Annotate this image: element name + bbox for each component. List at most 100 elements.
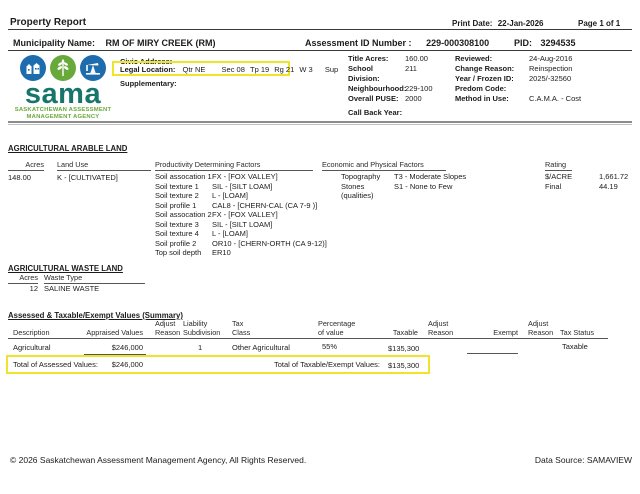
waste-type-value: SALINE WASTE: [44, 284, 100, 293]
col-adjust3-line2: Reason: [528, 327, 554, 337]
section-divider-bar: [8, 121, 632, 125]
productivity-header: Productivity Determining Factors: [155, 160, 313, 171]
property-info-left: Title Acres: 160.00 School Division: 211…: [348, 54, 433, 104]
waste-land-heading: AGRICULTURAL WASTE LAND: [8, 264, 123, 273]
title-acres-value: 160.00: [405, 54, 428, 63]
appraised-subtotal-rule: [84, 354, 146, 355]
overall-puse-value: 2000: [405, 94, 422, 103]
arable-landuse-value: K - [CULTIVATED]: [57, 173, 118, 182]
col-appraised: Appraised Values: [86, 328, 143, 337]
property-info-right: Reviewed: 24-Aug-2016 Change Reason: Rei…: [455, 54, 581, 104]
summary-row-taxclass: Other Agricultural: [232, 343, 290, 352]
arable-acres-text: 148.00: [8, 173, 31, 182]
col-percentage: Percentage of value: [318, 319, 356, 337]
productivity-value: OR10 - [CHERN-ORTH (CA 9-12)]: [212, 238, 327, 248]
total-assessed-label: Total of Assessed Values:: [13, 360, 98, 369]
col-tax-status: Tax Status: [560, 328, 595, 337]
sama-tagline-1: SASKATCHEWAN ASSESSMENT: [14, 107, 112, 113]
productivity-label: Top soil depth: [155, 248, 202, 257]
summary-heading: Assessed & Taxable/Exempt Values (Summar…: [8, 311, 183, 320]
productivity-table: Soil assocation 1 FX - [FOX VALLEY] Soil…: [155, 172, 327, 258]
year-frozen-value: 2025/-32560: [529, 74, 572, 83]
total-taxable-label: Total of Taxable/Exempt Values:: [273, 360, 380, 369]
summary-row-description: Agricultural: [13, 343, 51, 352]
footer-data-source: Data Source: SAMAVIEW: [534, 455, 632, 465]
economic-value: S1 - None to Few: [394, 181, 453, 191]
arable-land-heading: AGRICULTURAL ARABLE LAND: [8, 144, 128, 153]
rating-label: $/ACRE: [545, 172, 573, 181]
predom-code-value: [529, 84, 581, 94]
productivity-value: SIL - [SILT LOAM]: [212, 219, 273, 229]
col-adjust-reason-3: Adjust Reason: [528, 319, 554, 337]
productivity-label: Soil assocation 1: [155, 172, 212, 181]
method-in-use-label: Method in Use:: [455, 94, 509, 103]
col-adjust-reason-2: Adjust Reason: [428, 319, 454, 337]
col-adjust2-line2: Reason: [428, 327, 454, 337]
reviewed-value: 24-Aug-2016: [529, 54, 573, 63]
print-date: Print Date: 22-Jan-2026: [452, 19, 544, 28]
neighbourhood-label: Neighbourhood:: [348, 84, 407, 93]
legal-sup: Sup: [324, 65, 339, 74]
assessment-id-value: 229-000308100: [426, 38, 490, 48]
col-adjust-line1: Adjust: [155, 319, 176, 328]
productivity-value: FX - [FOX VALLEY]: [212, 172, 278, 181]
year-frozen-label: Year / Frozen ID:: [455, 74, 514, 83]
legal-location-highlight: [112, 61, 290, 76]
col-exempt: Exempt: [493, 328, 518, 337]
economic-label: Stones (qualities): [341, 181, 374, 201]
arable-landuse-header: Land Use: [57, 160, 151, 171]
col-taxable: Taxable: [392, 328, 418, 337]
print-date-label: Print Date:: [452, 19, 493, 28]
total-taxable-value: $135,300: [388, 361, 420, 370]
exempt-subtotal-rule: [467, 353, 518, 354]
legal-rg: Rg 21: [274, 65, 295, 74]
municipality-line: Municipality Name: RM OF MIRY CREEK (RM): [13, 38, 216, 48]
productivity-label: Soil texture 3: [155, 219, 199, 229]
assessment-id-label: Assessment ID Number :: [305, 38, 412, 48]
legal-w: W 3: [299, 65, 313, 74]
waste-type-header: Waste Type: [44, 273, 145, 284]
school-division-value: 211: [405, 64, 417, 73]
change-reason-value: Reinspection: [529, 64, 573, 73]
rating-table: $/ACRE 1,661.72 Final 44.19: [545, 172, 628, 191]
col-adjust-line2: Reason: [155, 327, 181, 337]
print-date-value: 22-Jan-2026: [497, 19, 544, 28]
overall-puse-label: Overall PUSE:: [348, 94, 399, 103]
summary-row-percentage: 55%: [322, 342, 338, 351]
legal-tp: Tp 19: [249, 65, 270, 74]
wheat-icon: [50, 55, 76, 81]
col-pct-line2: of value: [318, 327, 344, 337]
col-adjust-reason-1: Adjust Reason: [155, 319, 181, 337]
municipality-value: RM OF MIRY CREEK (RM): [105, 38, 216, 48]
productivity-label: Soil profile 1: [155, 200, 197, 210]
summary-row-appraised: $246,000: [111, 343, 143, 352]
pid-line: PID: 3294535: [514, 38, 576, 48]
legal-location-line: Legal Location: Qtr NE Sec 08 Tp 19 Rg 2…: [120, 65, 338, 74]
legal-sec: Sec 08: [221, 65, 245, 74]
legal-location-label: Legal Location:: [120, 65, 176, 74]
col-pct-line1: Percentage: [318, 319, 356, 328]
school-division-label: School Division:: [348, 64, 380, 83]
productivity-label: Soil texture 4: [155, 229, 199, 238]
col-liability-subdivision: Liability Subdivision: [183, 319, 221, 337]
total-assessed-value: $246,000: [111, 360, 143, 369]
productivity-value: SIL - [SILT LOAM]: [212, 181, 273, 191]
sama-logo: sama SASKATCHEWAN ASSESSMENT MANAGEMENT …: [10, 55, 116, 123]
productivity-value: FX - [FOX VALLEY]: [212, 210, 278, 219]
productivity-value: CAL8 - [CHERN-CAL (CA 7-9 )]: [212, 200, 318, 210]
productivity-label: Soil profile 2: [155, 238, 197, 248]
legal-qtr: Qtr NE: [182, 65, 206, 74]
sama-wordmark: sama: [24, 78, 102, 110]
productivity-label: Soil assocation 2: [155, 210, 212, 219]
productivity-label: Soil texture 1: [155, 181, 199, 191]
totals-highlight: [6, 355, 430, 374]
call-back-year-label: Call Back Year:: [348, 108, 403, 117]
title-acres-label: Title Acres:: [348, 54, 389, 63]
rating-value: 1,661.72: [599, 172, 629, 181]
rating-value: 44.19: [599, 181, 618, 191]
col-liability-line2: Subdivision: [183, 327, 221, 337]
col-description: Description: [13, 328, 50, 337]
economic-label: Topography: [341, 172, 381, 181]
productivity-value: ER10: [212, 248, 231, 257]
